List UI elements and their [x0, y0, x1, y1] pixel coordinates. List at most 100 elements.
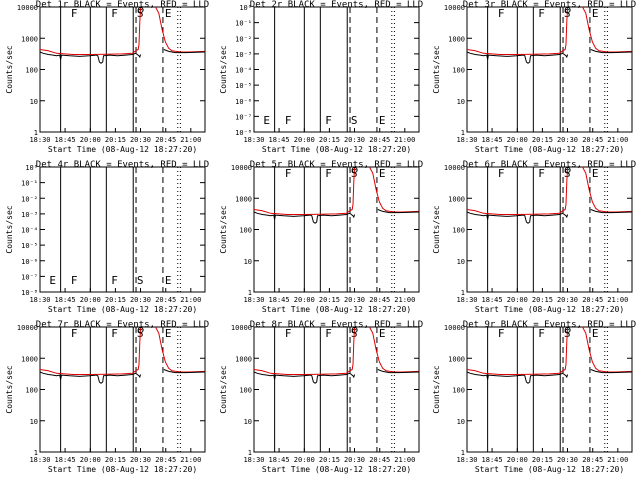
event-marker: F	[111, 274, 118, 287]
x-tick-label: 18:45	[482, 136, 503, 144]
event-marker: E	[263, 114, 270, 127]
x-axis-label: Start Time (08-Aug-12 18:27:20)	[262, 145, 411, 154]
x-tick-label: 20:30	[557, 296, 578, 304]
x-tick-label: 20:15	[319, 456, 340, 464]
event-marker: F	[325, 327, 332, 340]
chart-title: Det 2r BLACK = Events, RED = LLD	[250, 0, 423, 10]
series-lld-tail	[369, 166, 420, 213]
chart-panel-8: Det 8r BLACK = Events, RED = LLD 1 10 100 10…	[219, 320, 423, 474]
x-tick-label: 20:15	[532, 296, 553, 304]
y-tick-label: 10	[244, 418, 252, 426]
y-tick-label: 100	[452, 227, 465, 235]
chart-title: Det 3r BLACK = Events, RED = LLD	[463, 0, 636, 10]
x-tick-label: 18:30	[456, 296, 477, 304]
y-tick-label: 10⁻³	[21, 211, 38, 219]
chart-panel-2: Det 2r BLACK = Events, RED = LLD 10⁻⁸ 10⁻⁷…	[219, 0, 423, 154]
x-tick-label: 20:30	[344, 456, 365, 464]
x-tick-label: 20:15	[105, 296, 126, 304]
x-tick-label: 20:15	[319, 136, 340, 144]
series-lld-tail	[155, 6, 206, 53]
x-tick-label: 18:45	[269, 456, 290, 464]
series-events-tail	[377, 209, 420, 214]
y-tick-label: 10⁻⁴	[21, 227, 38, 235]
x-tick-label: 18:30	[29, 456, 50, 464]
series-lld-tail	[369, 326, 420, 373]
x-axis-label: Start Time (08-Aug-12 18:27:20)	[48, 305, 197, 314]
y-axis-label: Counts/sec	[5, 45, 14, 93]
y-tick-label: 10000	[444, 164, 465, 172]
y-tick-label: 10⁻⁴	[235, 67, 252, 75]
y-tick-label: 100	[452, 387, 465, 395]
x-axis-label: Start Time (08-Aug-12 18:27:20)	[475, 465, 624, 474]
plot-frame	[253, 166, 420, 293]
y-tick-label: 10000	[444, 324, 465, 332]
chart-title: Det 4r BLACK = Events, RED = LLD	[36, 160, 209, 170]
event-marker: E	[165, 327, 172, 340]
y-tick-label: 1	[34, 129, 38, 137]
y-tick-label: 100	[452, 67, 465, 75]
x-axis-label: Start Time (08-Aug-12 18:27:20)	[475, 305, 624, 314]
series-events-tail	[163, 49, 206, 54]
peak-marker	[564, 7, 571, 13]
y-tick-label: 10⁻⁷	[235, 113, 252, 121]
x-tick-label: 20:15	[105, 456, 126, 464]
y-tick-label: 10⁻⁸	[21, 289, 38, 297]
x-tick-label: 20:45	[155, 296, 176, 304]
x-tick-label: 18:30	[29, 136, 50, 144]
series-events-tail	[163, 369, 206, 374]
event-marker: E	[592, 327, 599, 340]
y-tick-label: 10⁰	[25, 164, 38, 172]
y-axis-label: Counts/sec	[432, 365, 441, 413]
event-marker: F	[498, 327, 505, 340]
event-marker: S	[351, 114, 358, 127]
series-lld	[39, 326, 142, 375]
x-tick-label: 18:30	[29, 296, 50, 304]
x-tick-label: 20:30	[130, 456, 151, 464]
x-axis-label: Start Time (08-Aug-12 18:27:20)	[48, 145, 197, 154]
y-tick-label: 10⁻⁸	[235, 129, 252, 137]
y-tick-label: 1	[461, 129, 465, 137]
event-marker: F	[538, 327, 545, 340]
y-axis-label: Counts/sec	[432, 45, 441, 93]
y-tick-label: 100	[25, 387, 38, 395]
x-tick-label: 20:30	[130, 296, 151, 304]
y-tick-label: 1	[34, 449, 38, 457]
x-tick-label: 20:45	[369, 136, 390, 144]
y-tick-label: 10000	[17, 324, 38, 332]
chart-panel-6: Det 6r BLACK = Events, RED = LLD 1 10 100 10…	[432, 160, 636, 314]
x-tick-label: 20:45	[155, 136, 176, 144]
y-axis-label: Counts/sec	[432, 205, 441, 253]
y-tick-label: 10	[457, 418, 465, 426]
event-marker: F	[71, 7, 78, 20]
chart-panel-4: Det 4r BLACK = Events, RED = LLD 10⁻⁸ 10⁻⁷…	[5, 160, 209, 314]
x-tick-label: 20:00	[80, 296, 101, 304]
y-tick-label: 10000	[17, 4, 38, 12]
series-lld	[39, 6, 142, 55]
x-tick-label: 20:00	[294, 136, 315, 144]
y-tick-label: 10	[457, 98, 465, 106]
x-tick-label: 21:00	[394, 136, 415, 144]
event-marker: F	[111, 327, 118, 340]
y-tick-label: 1	[248, 289, 252, 297]
x-tick-label: 20:30	[557, 456, 578, 464]
x-tick-label: 18:45	[482, 296, 503, 304]
series-events	[253, 211, 356, 224]
series-events	[39, 371, 142, 384]
x-tick-label: 20:45	[582, 136, 603, 144]
y-tick-label: 10	[457, 258, 465, 266]
series-lld-tail	[582, 166, 633, 213]
y-axis-label: Counts/sec	[219, 365, 228, 413]
y-tick-label: 10⁻²	[235, 35, 252, 43]
series-lld	[253, 166, 356, 215]
series-events-tail	[590, 49, 633, 54]
y-tick-label: 10⁻³	[235, 51, 252, 59]
x-tick-label: 18:30	[243, 456, 264, 464]
x-tick-label: 21:00	[394, 296, 415, 304]
y-tick-label: 10	[244, 258, 252, 266]
chart-title: Det 1r BLACK = Events, RED = LLD	[36, 0, 209, 10]
y-tick-label: 10⁻⁵	[21, 242, 38, 250]
series-events	[466, 371, 569, 384]
y-tick-label: 10⁻¹	[235, 20, 252, 28]
y-tick-label: 10000	[231, 324, 252, 332]
x-tick-label: 21:00	[394, 456, 415, 464]
